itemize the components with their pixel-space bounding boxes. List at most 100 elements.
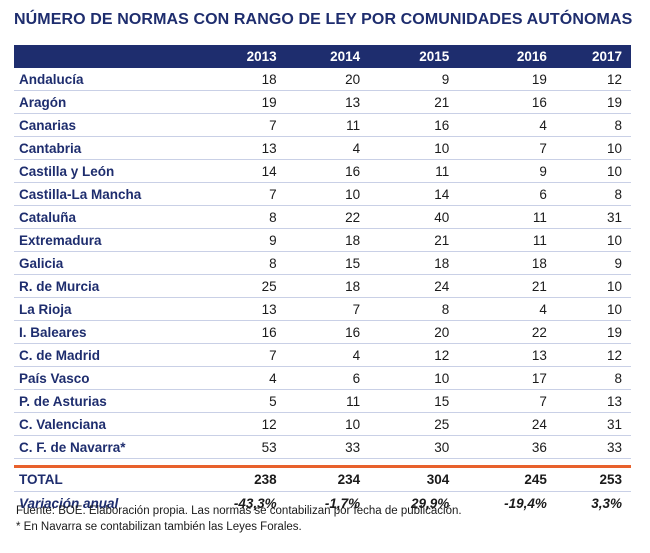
cell-value: 53 <box>188 435 286 459</box>
table-row: Castilla-La Mancha 7 10 14 6 8 <box>14 182 631 206</box>
navarra-note: * En Navarra se contabilizan también las… <box>16 521 302 533</box>
table-row: C. F. de Navarra* 53 33 30 36 33 <box>14 435 631 459</box>
cell-value: 31 <box>555 205 631 229</box>
cell-value: 7 <box>458 136 556 160</box>
cell-value: 14 <box>188 159 286 183</box>
cell-value: 4 <box>458 297 556 321</box>
cell-value: 33 <box>285 435 370 459</box>
laws-table: 2013 2014 2015 2016 2017 Andalucía 18 20 9 1… <box>14 45 631 515</box>
cell-value: 19 <box>555 320 631 344</box>
variation-value: -43,3% <box>233 496 277 511</box>
region-name: Aragón <box>14 90 188 114</box>
cell-value: 21 <box>369 228 459 252</box>
cell-value: 11 <box>369 159 459 183</box>
cell-value: 10 <box>369 136 459 160</box>
region-name: Galicia <box>14 251 188 275</box>
region-name: C. de Madrid <box>14 343 188 367</box>
cell-value: 22 <box>458 320 556 344</box>
cell-value: 10 <box>555 297 631 321</box>
cell-value: 19 <box>458 68 556 91</box>
cell-value: 7 <box>188 113 286 137</box>
table-row: Aragón 19 13 21 16 19 <box>14 90 631 114</box>
cell-value: 12 <box>188 412 286 436</box>
cell-value: 15 <box>285 251 370 275</box>
cell-value: 10 <box>555 274 631 298</box>
table-row: I. Baleares 16 16 20 22 19 <box>14 320 631 344</box>
cell-value: 8 <box>555 182 631 206</box>
cell-value: 21 <box>369 90 459 114</box>
cell-value: 5 <box>188 389 286 413</box>
total-value: 245 <box>458 466 556 492</box>
cell-value: 9 <box>555 251 631 275</box>
table-row: Andalucía 18 20 9 19 12 <box>14 68 631 91</box>
cell-value: 16 <box>285 159 370 183</box>
cell-value: 12 <box>369 343 459 367</box>
total-value: 238 <box>188 466 286 492</box>
table-row: La Rioja 13 7 8 4 10 <box>14 297 631 321</box>
cell-value: 25 <box>188 274 286 298</box>
region-name: Castilla-La Mancha <box>14 182 188 206</box>
cell-value: 13 <box>285 90 370 114</box>
cell-value: 24 <box>458 412 556 436</box>
cell-value: 11 <box>285 113 370 137</box>
region-name: Extremadura <box>14 228 188 252</box>
region-name: País Vasco <box>14 366 188 390</box>
total-value: 253 <box>555 466 631 492</box>
cell-value: 25 <box>369 412 459 436</box>
year-header: 2015 <box>369 45 459 68</box>
total-value: 304 <box>369 466 459 492</box>
cell-value: 6 <box>285 366 370 390</box>
region-name: Cantabria <box>14 136 188 160</box>
cell-value: 17 <box>458 366 556 390</box>
table-row: P. de Asturias 5 11 15 7 13 <box>14 389 631 413</box>
table-row: Extremadura 9 18 21 11 10 <box>14 228 631 252</box>
table-row: País Vasco 4 6 10 17 8 <box>14 366 631 390</box>
cell-value: 8 <box>555 113 631 137</box>
year-header: 2016 <box>458 45 556 68</box>
cell-value: 24 <box>369 274 459 298</box>
region-name: C. F. de Navarra* <box>14 435 188 459</box>
cell-value: 10 <box>285 412 370 436</box>
cell-value: 4 <box>188 366 286 390</box>
region-name: I. Baleares <box>14 320 188 344</box>
cell-value: 16 <box>369 113 459 137</box>
cell-value: 40 <box>369 205 459 229</box>
table-title: NÚMERO DE NORMAS CON RANGO DE LEY POR CO… <box>14 11 633 28</box>
cell-value: 16 <box>458 90 556 114</box>
source-note: Fuente: BOE. Elaboración propia. Las nor… <box>16 505 462 517</box>
cell-value: 18 <box>369 251 459 275</box>
table-row: C. Valenciana 12 10 25 24 31 <box>14 412 631 436</box>
cell-value: 12 <box>555 343 631 367</box>
total-value: 234 <box>285 466 370 492</box>
cell-value: 4 <box>458 113 556 137</box>
cell-value: 13 <box>555 389 631 413</box>
cell-value: 7 <box>188 343 286 367</box>
separator-line <box>14 458 631 468</box>
cell-value: 6 <box>458 182 556 206</box>
cell-value: 7 <box>285 297 370 321</box>
table-row: Galicia 8 15 18 18 9 <box>14 251 631 275</box>
cell-value: 14 <box>369 182 459 206</box>
cell-value: 8 <box>555 366 631 390</box>
year-header: 2017 <box>555 45 631 68</box>
cell-value: 11 <box>285 389 370 413</box>
table-row: R. de Murcia 25 18 24 21 10 <box>14 274 631 298</box>
total-row: TOTAL 238 234 304 245 253 <box>14 466 631 492</box>
cell-value: 4 <box>285 343 370 367</box>
cell-value: 10 <box>285 182 370 206</box>
year-header: 2013 <box>188 45 286 68</box>
cell-value: 13 <box>458 343 556 367</box>
variation-label: Variación anual <box>19 496 119 511</box>
cell-value: 10 <box>555 136 631 160</box>
total-separator <box>14 458 631 468</box>
cell-value: 22 <box>285 205 370 229</box>
cell-value: 19 <box>188 90 286 114</box>
cell-value: 10 <box>369 366 459 390</box>
cell-value: 7 <box>458 389 556 413</box>
cell-value: 18 <box>285 228 370 252</box>
cell-value: 15 <box>369 389 459 413</box>
cell-value: 18 <box>285 274 370 298</box>
cell-value: 11 <box>458 228 556 252</box>
cell-value: 4 <box>285 136 370 160</box>
variation-value: 29,9% <box>411 496 450 511</box>
